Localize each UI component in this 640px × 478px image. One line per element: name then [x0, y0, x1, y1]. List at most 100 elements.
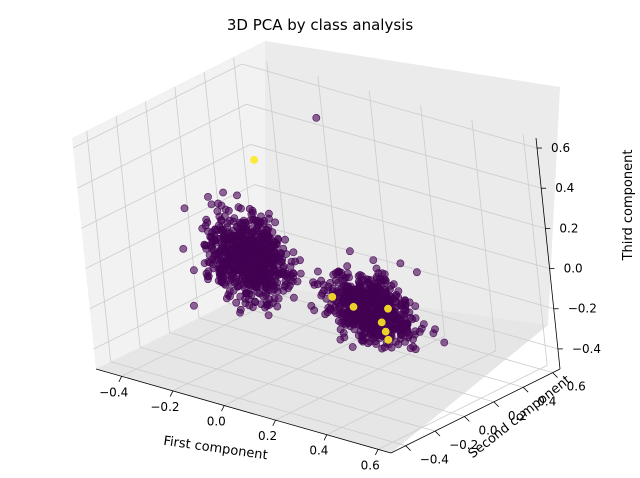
data-point-class-0: [364, 339, 372, 348]
data-point-class-0: [340, 311, 349, 320]
y-tick-label-mark: [522, 386, 529, 393]
data-point-class-0: [340, 282, 349, 291]
grid-line-z: [246, 103, 542, 189]
data-point-class-0: [396, 323, 405, 331]
data-point-class-0: [376, 274, 384, 283]
data-point-class-0: [224, 206, 233, 215]
data-point-class-0: [204, 192, 212, 201]
data-point-class-0: [419, 320, 428, 328]
x-axis-line: [95, 368, 392, 454]
data-point-class-0: [259, 292, 267, 301]
data-point-class-0: [200, 240, 209, 249]
data-point-class-0: [345, 273, 353, 282]
z-tick-label: 0.2: [559, 221, 578, 235]
data-point-class-0: [228, 246, 237, 254]
y-tick-label: −0.4: [420, 453, 449, 467]
data-point-class-0: [273, 302, 282, 311]
grid-line-x: [377, 364, 548, 450]
grid-line-y: [110, 361, 406, 447]
grid-line-z: [241, 63, 538, 149]
data-point-class-0: [235, 267, 244, 275]
grid-line-x: [172, 306, 343, 392]
data-point-class-0: [248, 236, 257, 245]
back-pane-xz: [265, 41, 560, 325]
data-point-class-0: [289, 269, 298, 277]
data-point-class-0: [409, 335, 417, 344]
data-point-class-0: [255, 275, 264, 284]
data-point-class-0: [265, 272, 274, 281]
tick-labels: −0.4−0.4−0.4−0.2−0.2−0.20.00.00.00.20.20…: [99, 141, 601, 472]
data-point-class-0: [349, 285, 358, 294]
data-point-class-0: [212, 249, 221, 258]
data-point-class-0: [279, 268, 288, 276]
data-point-class-0: [357, 306, 366, 314]
data-point-class-0: [217, 201, 226, 210]
grid-line-y: [145, 101, 170, 333]
data-point-class-0: [218, 278, 226, 287]
data-point-class-0: [343, 318, 352, 327]
data-point-class-0: [216, 259, 225, 268]
x-tick-label-mark: [323, 434, 328, 441]
data-point-class-0: [387, 281, 396, 290]
y-tick-label: 0.4: [537, 394, 556, 408]
data-point-class-0: [269, 247, 278, 256]
data-point-class-0: [226, 278, 235, 287]
data-point-class-0: [310, 306, 319, 315]
data-point-class-0: [401, 337, 409, 346]
data-point-class-0: [380, 285, 389, 294]
data-point-class-0: [273, 287, 282, 296]
data-point-class-0: [227, 271, 236, 280]
data-point-class-0: [235, 250, 244, 259]
x-tick-label-mark: [169, 390, 174, 397]
grid-line-z: [250, 144, 546, 229]
data-point-class-0: [380, 343, 389, 352]
data-point-class-0: [264, 214, 273, 223]
data-point-class-0: [202, 215, 211, 224]
data-point-class-0: [257, 248, 265, 256]
grid-line-z: [77, 103, 247, 189]
data-point-class-0: [207, 200, 216, 209]
data-point-class-0: [370, 300, 379, 309]
data-point-class-0: [369, 256, 378, 264]
data-point-class-0: [256, 218, 265, 227]
z-tick-label: 0.6: [551, 141, 570, 155]
data-point-class-0: [248, 206, 257, 215]
data-point-class-0: [321, 310, 330, 319]
data-point-class-0: [333, 270, 342, 279]
data-point-class-1: [384, 335, 393, 344]
x-tick-label: 0.2: [258, 429, 277, 443]
y-tick-label: 0.2: [508, 409, 527, 423]
data-point-class-0: [318, 289, 327, 298]
data-point-class-0: [213, 234, 222, 243]
data-point-class-0: [213, 207, 222, 216]
data-point-class-0: [204, 267, 213, 276]
data-point-class-0: [388, 326, 397, 335]
data-point-class-0: [396, 259, 405, 268]
z-tick-label: −0.4: [572, 342, 601, 356]
data-point-class-0: [232, 238, 241, 246]
y-tick-label: −0.2: [449, 438, 478, 452]
data-point-class-1: [328, 292, 337, 301]
z-axis-label: Third component: [621, 150, 636, 262]
data-point-class-0: [237, 204, 245, 213]
x-tick-label-mark: [272, 419, 276, 426]
grid-line-z: [85, 184, 255, 269]
data-point-class-0: [371, 279, 379, 288]
data-point-class-0: [399, 304, 407, 313]
data-point-class-0: [180, 204, 189, 213]
data-point-class-1: [377, 318, 386, 327]
z-axis-line: [535, 137, 561, 370]
data-point-class-0: [241, 224, 250, 233]
data-point-class-0: [261, 283, 270, 292]
chart-title: 3D PCA by class analysis: [227, 16, 413, 34]
x-tick-label-mark: [221, 405, 225, 412]
grid-line-y: [169, 332, 465, 417]
data-point-class-0: [233, 224, 242, 232]
data-point-class-0: [403, 325, 412, 334]
grid-line-y: [86, 130, 112, 362]
data-point-class-0: [235, 275, 244, 283]
x-tick-label: −0.2: [150, 400, 179, 414]
data-point-class-0: [248, 228, 257, 237]
data-point-class-0: [368, 316, 376, 324]
